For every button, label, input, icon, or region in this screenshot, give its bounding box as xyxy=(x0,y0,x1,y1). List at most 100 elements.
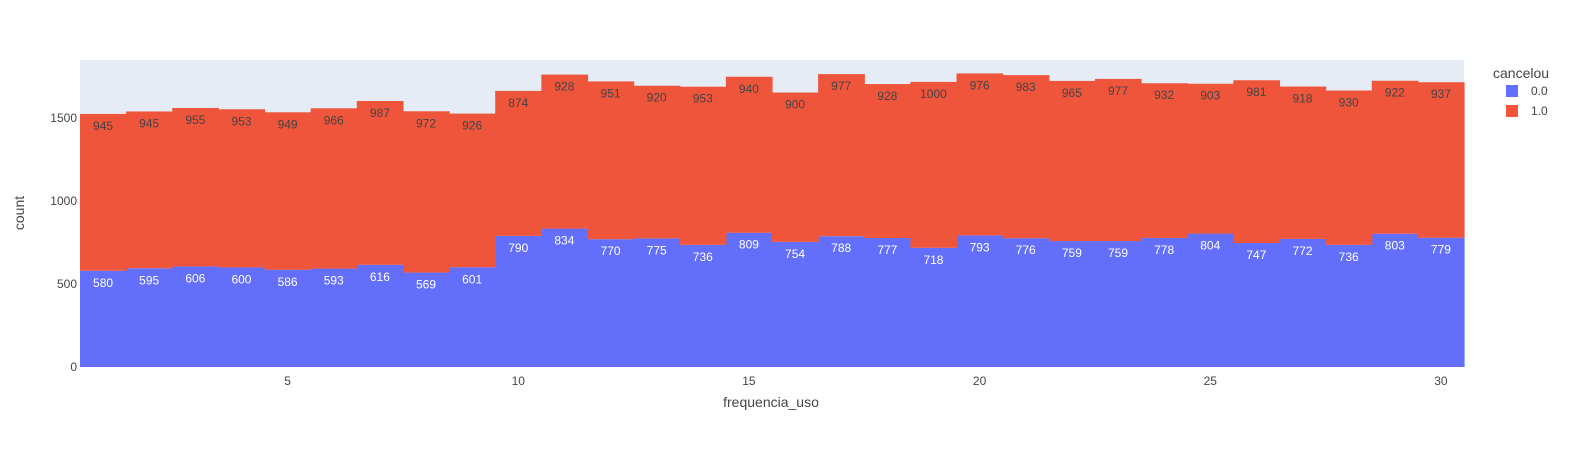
bar-label-series-1-16: 900 xyxy=(785,98,805,112)
y-tick-label-500: 500 xyxy=(57,277,77,291)
x-tick-label-20: 20 xyxy=(973,374,987,388)
bar-label-series-0-7: 616 xyxy=(370,270,390,284)
bar-label-series-1-22: 965 xyxy=(1062,86,1082,100)
bar-label-series-0-10: 790 xyxy=(508,241,528,255)
bar-label-series-1-19: 1000 xyxy=(920,87,947,101)
bar-label-series-1-6: 966 xyxy=(324,113,344,127)
bar-label-series-1-25: 903 xyxy=(1200,89,1220,103)
bar-series-1-12 xyxy=(587,81,635,240)
legend-items: 0.01.0 xyxy=(1506,84,1548,118)
bar-series-0-9 xyxy=(449,267,496,367)
bar-label-series-0-14: 736 xyxy=(693,250,713,264)
bar-series-1-26 xyxy=(1233,80,1281,244)
bar-label-series-1-28: 930 xyxy=(1339,96,1359,110)
bar-label-series-1-27: 918 xyxy=(1293,92,1313,106)
legend-swatch-1 xyxy=(1506,105,1518,117)
bar-label-series-0-9: 601 xyxy=(462,272,482,286)
bar-series-0-6 xyxy=(310,268,358,367)
bar-series-0-12 xyxy=(587,239,635,367)
bar-series-1-25 xyxy=(1187,83,1234,234)
x-tick-label-5: 5 xyxy=(284,374,291,388)
bar-label-series-0-25: 804 xyxy=(1200,239,1220,253)
bar-label-series-0-12: 770 xyxy=(601,244,621,258)
bar-series-1-7 xyxy=(356,100,404,265)
bar-label-series-1-7: 987 xyxy=(370,106,390,120)
bar-series-1-15 xyxy=(725,76,773,233)
bar-series-1-17 xyxy=(818,74,865,237)
bar-label-series-1-11: 928 xyxy=(554,80,574,94)
bar-series-0-30 xyxy=(1417,237,1465,367)
bar-series-0-11 xyxy=(541,228,589,367)
bar-series-0-27 xyxy=(1279,238,1327,367)
bar-series-1-21 xyxy=(1002,75,1050,239)
bar-label-series-1-10: 874 xyxy=(508,96,528,110)
x-tick-label-25: 25 xyxy=(1204,374,1218,388)
bar-series-1-5 xyxy=(264,112,312,270)
bar-label-series-1-12: 951 xyxy=(601,86,621,100)
bar-label-series-0-24: 778 xyxy=(1154,243,1174,257)
bar-series-0-1 xyxy=(80,270,127,367)
bar-series-1-3 xyxy=(172,107,219,267)
bar-series-0-20 xyxy=(956,235,1004,367)
bar-label-series-1-30: 937 xyxy=(1431,87,1451,101)
bar-series-0-10 xyxy=(495,235,542,367)
bar-series-0-5 xyxy=(264,269,312,367)
bar-series-0-8 xyxy=(402,272,450,367)
bar-series-1-27 xyxy=(1279,86,1327,239)
bar-label-series-1-20: 976 xyxy=(970,78,990,92)
bar-series-1-16 xyxy=(772,92,819,242)
bar-label-series-1-21: 983 xyxy=(1016,80,1036,94)
bar-label-series-0-18: 777 xyxy=(877,243,897,257)
bar-label-series-1-9: 926 xyxy=(462,119,482,133)
bar-series-0-3 xyxy=(172,266,219,367)
bar-label-series-0-4: 600 xyxy=(231,272,251,286)
bar-series-0-19 xyxy=(910,247,958,367)
bar-label-series-0-15: 809 xyxy=(739,238,759,252)
bar-series-0-18 xyxy=(864,238,911,367)
axes-layer: 5 10 15 20 25 30 0 500 1000 1500 xyxy=(50,111,1448,388)
bar-series-1-2 xyxy=(126,111,173,269)
bar-label-series-0-30: 779 xyxy=(1431,243,1451,257)
x-axis-title: frequencia_uso xyxy=(723,394,819,410)
bar-label-series-0-21: 776 xyxy=(1016,243,1036,257)
bar-label-series-0-28: 736 xyxy=(1339,250,1359,264)
bar-series-1-4 xyxy=(218,109,266,268)
bar-label-series-1-13: 920 xyxy=(647,91,667,105)
bar-series-1-8 xyxy=(402,111,450,273)
bar-label-series-0-13: 775 xyxy=(647,243,667,257)
x-tick-label-10: 10 xyxy=(512,374,526,388)
bar-series-0-23 xyxy=(1094,241,1142,367)
legend: cancelou 0.01.0 xyxy=(1493,65,1549,118)
y-tick-label-1500: 1500 xyxy=(50,111,77,125)
bar-series-1-6 xyxy=(310,108,358,269)
y-tick-label-0: 0 xyxy=(70,360,77,374)
bar-label-series-1-3: 955 xyxy=(185,113,205,127)
bar-label-series-0-22: 759 xyxy=(1062,246,1082,260)
bar-label-series-1-23: 977 xyxy=(1108,84,1128,98)
y-tick-label-1000: 1000 xyxy=(50,194,77,208)
bar-label-series-0-16: 754 xyxy=(785,247,805,261)
bar-label-series-1-17: 977 xyxy=(831,79,851,93)
bar-label-series-0-6: 593 xyxy=(324,274,344,288)
y-axis-title: count xyxy=(11,196,27,230)
bar-series-0-26 xyxy=(1233,243,1281,367)
bar-label-series-1-14: 953 xyxy=(693,92,713,106)
bar-series-1-23 xyxy=(1094,78,1142,242)
x-tick-label-15: 15 xyxy=(742,374,756,388)
bars-layer xyxy=(80,73,1465,367)
bar-series-1-13 xyxy=(633,85,681,239)
bar-labels-layer: 580 595 606 600 586 593 616 569 601 790 834 770 775 7… xyxy=(93,78,1451,291)
bar-series-0-29 xyxy=(1371,233,1419,367)
bar-label-series-0-17: 788 xyxy=(831,241,851,255)
bar-label-series-0-1: 580 xyxy=(93,276,113,290)
bar-label-series-1-1: 945 xyxy=(93,119,113,133)
bar-label-series-1-4: 953 xyxy=(231,114,251,128)
bar-label-series-1-29: 922 xyxy=(1385,86,1405,100)
bar-series-1-29 xyxy=(1371,80,1419,234)
bar-label-series-0-23: 759 xyxy=(1108,246,1128,260)
bar-series-0-7 xyxy=(356,264,404,367)
bar-label-series-1-8: 972 xyxy=(416,116,436,130)
legend-title: cancelou xyxy=(1493,65,1549,81)
